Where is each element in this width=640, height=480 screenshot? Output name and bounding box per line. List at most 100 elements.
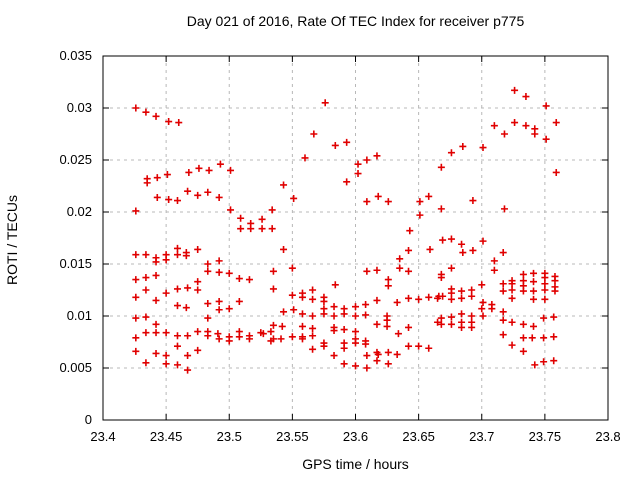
data-point-marker [499,316,507,324]
data-point-marker [216,160,224,168]
data-point-marker [519,270,527,278]
data-point-marker [468,312,476,320]
data-point-marker [362,311,370,319]
y-tick-label: 0.025 [59,152,92,167]
data-point-marker [225,337,233,345]
data-point-marker [153,174,161,182]
data-point-marker [343,138,351,146]
data-point-marker [511,119,519,127]
data-point-marker [551,277,559,285]
data-point-marker [173,302,181,310]
data-point-marker [152,258,160,266]
data-point-marker [437,205,445,213]
data-point-marker [132,207,140,215]
data-point-marker [478,305,486,313]
data-point-marker [468,292,476,300]
data-point-marker [384,198,392,206]
data-point-marker [290,194,298,202]
data-point-marker [288,291,296,299]
data-point-marker [362,340,370,348]
data-point-marker [508,294,516,302]
data-point-marker [363,364,371,372]
data-point-marker [447,313,455,321]
data-point-marker [373,152,381,160]
data-point-marker [531,361,539,369]
data-point-marker [343,178,351,186]
data-point-marker [396,264,404,272]
data-point-marker [542,102,550,110]
x-tick-label: 23.6 [343,429,368,444]
data-point-marker [519,334,527,342]
data-point-marker [298,310,306,318]
data-point-marker [320,310,328,318]
data-point-marker [490,266,498,274]
data-point-marker [280,308,288,316]
data-point-marker [309,286,317,294]
data-point-marker [363,267,371,275]
data-point-marker [490,122,498,130]
data-point-marker [175,119,183,127]
data-point-marker [204,332,212,340]
data-point-marker [540,314,548,322]
data-point-marker [530,322,538,330]
data-point-marker [301,154,309,162]
chart-title: Day 021 of 2016, Rate Of TEC Index for r… [186,13,525,29]
data-point-marker [459,142,467,150]
data-point-marker [479,144,487,152]
data-point-marker [468,323,476,331]
data-point-marker [215,257,223,265]
data-point-marker [245,276,253,284]
data-point-marker [142,313,150,321]
data-point-marker [340,344,348,352]
x-axis-label: GPS time / hours [302,456,409,472]
data-point-marker [142,359,150,367]
data-point-marker [479,312,487,320]
data-point-marker [384,348,392,356]
data-point-marker [415,342,423,350]
data-point-marker [132,347,140,355]
data-point-marker [530,295,538,303]
data-point-marker [519,320,527,328]
data-point-marker [384,360,392,368]
data-point-marker [173,244,181,252]
data-point-marker [309,332,317,340]
data-point-marker [530,278,538,286]
data-point-marker [215,306,223,314]
data-point-marker [132,334,140,342]
data-point-marker [204,300,212,308]
data-point-marker [499,280,507,288]
data-point-marker [215,193,223,201]
data-point-marker [320,342,328,350]
data-point-marker [162,256,170,264]
data-point-marker [184,352,192,360]
data-point-marker [204,314,212,322]
data-point-marker [132,251,140,259]
data-point-marker [152,329,160,337]
data-point-marker [204,260,212,268]
data-point-marker [153,193,161,201]
data-point-marker [499,308,507,316]
data-point-marker [309,324,317,332]
data-point-marker [277,335,285,343]
data-point-marker [552,119,560,127]
data-point-marker [511,86,519,94]
data-point-marker [330,303,338,311]
data-point-marker [447,264,455,272]
data-point-marker [309,312,317,320]
data-point-marker [227,206,235,214]
data-point-marker [330,312,338,320]
x-tick-label: 23.5 [217,429,242,444]
data-point-marker [396,255,404,263]
data-point-marker [290,306,298,314]
data-point-marker [184,284,192,292]
data-point-marker [321,99,329,107]
data-point-marker [258,215,266,223]
data-point-marker [541,295,549,303]
data-point-marker [269,267,277,275]
y-tick-label: 0.015 [59,256,92,271]
data-point-marker [437,314,445,322]
data-point-marker [162,289,170,297]
data-point-marker [447,295,455,303]
data-point-marker [415,295,423,303]
